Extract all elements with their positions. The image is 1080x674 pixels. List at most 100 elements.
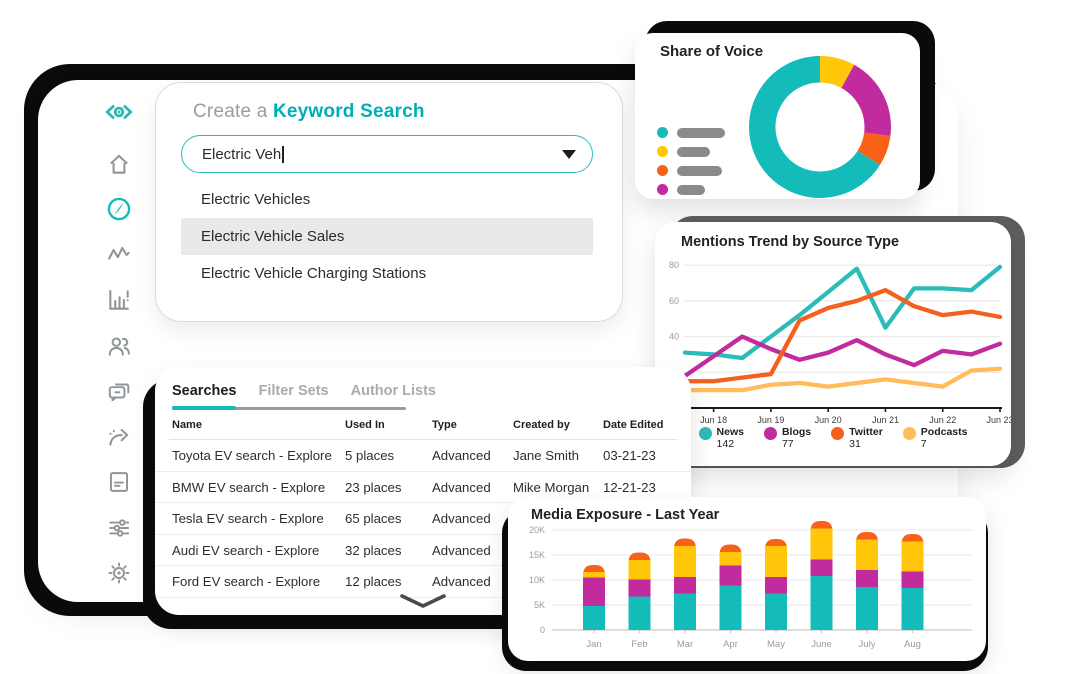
sidebar-item-charts[interactable] (104, 286, 134, 314)
legend-series-name: Twitter (849, 426, 883, 438)
y-axis-tick-label: 60 (669, 296, 679, 306)
expand-table-button[interactable] (155, 593, 691, 609)
legend-item-twitter[interactable]: Twitter 31 (831, 426, 883, 451)
x-axis-tick-label: Jun 22 (929, 415, 956, 425)
table-row[interactable]: Tesla EV search - Explore 65 places Advanc… (155, 503, 691, 535)
donut-segment-teal (749, 56, 880, 198)
x-axis-tick-label: Aug (904, 639, 921, 650)
sidebar-item-explore[interactable] (104, 195, 134, 223)
legend-item (657, 146, 725, 157)
legend-dot (657, 184, 668, 195)
cell-type: Advanced (432, 574, 491, 590)
legend-dot (698, 427, 712, 440)
cell-used: 12 places (345, 574, 402, 590)
keyword-options: Electric Vehicles Electric Vehicle Sales E… (181, 181, 593, 292)
x-axis-tick-label: Jun 18 (700, 415, 727, 425)
dropdown-option[interactable]: Electric Vehicles (201, 191, 311, 208)
column-header-type: Type (432, 419, 457, 431)
legend-label-placeholder (677, 146, 710, 157)
legend-item-news[interactable]: News 142 (698, 426, 744, 451)
tab-searches[interactable]: Searches (172, 383, 237, 399)
legend-dot (831, 427, 845, 440)
mentions-trend-legend: News 142 Blogs 77 Twitter 31 Podcasts 7 (655, 426, 1011, 451)
x-axis-tick-label: Jun 21 (872, 415, 899, 425)
sidebar-item-settings[interactable] (104, 559, 134, 587)
dropdown-option[interactable]: Electric Vehicle Charging Stations (201, 265, 427, 282)
x-axis-tick-label: Jun 20 (815, 415, 842, 425)
cell-type: Advanced (432, 479, 491, 495)
legend-dot (657, 165, 668, 176)
mentions-trend-card: Mentions Trend by Source Type 20406080Ju… (655, 222, 1011, 466)
mentions-trend-title: Mentions Trend by Source Type (681, 234, 900, 250)
legend-item (657, 184, 725, 195)
y-axis-tick-label: 10K (529, 575, 545, 585)
table-row[interactable]: Audi EV search - Explore 32 places Advance… (155, 535, 691, 567)
donut-segment-magenta (841, 64, 891, 136)
table-row[interactable]: Toyota EV search - Explore 5 places Advanc… (155, 440, 691, 472)
media-exposure-card: Media Exposure - Last Year 0 5K 10K 15K 20K J… (508, 497, 986, 661)
legend-item (657, 127, 725, 138)
line-series-podcasts (682, 366, 1003, 393)
table-header-row: Name Used In Type Created by Date Edited (155, 419, 691, 435)
y-axis-tick-label: 0 (540, 625, 545, 635)
app-logo[interactable] (104, 98, 134, 126)
share-of-voice-title: Share of Voice (660, 43, 764, 60)
bar-segment-teal (901, 588, 924, 630)
share-of-voice-legend (657, 127, 725, 195)
share-of-voice-card: Share of Voice (635, 33, 920, 199)
cell-type: Advanced (432, 511, 491, 527)
bar-segment-teal (856, 587, 878, 630)
donut-segment-yellow (820, 56, 855, 89)
tab-filter-sets[interactable]: Filter Sets (258, 383, 329, 399)
active-tab-underline (172, 406, 236, 410)
sliders-icon (109, 518, 130, 537)
sidebar-item-filters[interactable] (104, 514, 134, 542)
tab-bar: Searches Filter Sets Author Lists (172, 383, 436, 406)
pulse-icon (107, 246, 131, 260)
legend-label-placeholder (677, 184, 705, 195)
title-prefix: Create a (193, 101, 273, 122)
cell-used: 32 places (345, 542, 402, 558)
dropdown-option[interactable]: Electric Vehicle Sales (181, 218, 593, 255)
sidebar-item-reports[interactable] (104, 468, 134, 496)
bar-segment-teal (628, 596, 651, 630)
y-axis-tick-label: 20K (529, 525, 545, 535)
x-axis-tick-label: Mar (677, 639, 693, 650)
sidebar-item-people[interactable] (104, 332, 134, 360)
bar-segment-teal (765, 593, 787, 630)
table-row[interactable]: Ford EV search - Explore 12 places Advance… (155, 566, 691, 598)
x-axis-tick-label: Apr (723, 639, 738, 650)
text-caret (282, 145, 284, 163)
compass-icon (107, 197, 131, 221)
x-axis-tick-label: May (767, 639, 785, 650)
keyword-search-input[interactable]: Electric Veh (181, 135, 593, 173)
tab-author-lists[interactable]: Author Lists (350, 383, 436, 399)
sidebar-item-home[interactable] (104, 150, 134, 178)
y-axis-tick-label: 5K (534, 600, 545, 610)
legend-series-name: Podcasts (920, 426, 968, 438)
sidebar-item-messages[interactable] (104, 377, 134, 405)
legend-item-blogs[interactable]: Blogs 77 (763, 426, 812, 451)
legend-dot (902, 427, 916, 440)
dropdown-caret-icon[interactable] (562, 149, 576, 159)
cell-name: Tesla EV search - Explore (172, 511, 324, 527)
line-series-blogs (682, 334, 1003, 379)
legend-series-count: 77 (781, 438, 794, 450)
column-header-used-in: Used In (345, 419, 385, 431)
cell-type: Advanced (432, 448, 491, 463)
sidebar-item-share[interactable] (104, 423, 134, 451)
sidebar-item-trends[interactable] (104, 241, 134, 269)
legend-series-count: 142 (716, 438, 735, 450)
legend-label-placeholder (677, 165, 722, 176)
cell-created: Mike Morgan (513, 479, 590, 495)
home-icon (110, 154, 128, 174)
bar-segment-teal (583, 606, 605, 630)
legend-item-podcasts[interactable]: Podcasts 7 (902, 426, 968, 451)
y-axis-tick-label: 40 (669, 332, 679, 342)
legend-series-name: Blogs (781, 426, 812, 438)
table-row[interactable]: BMW EV search - Explore 23 places Advanced… (155, 472, 691, 504)
cell-used: 5 places (345, 448, 395, 463)
keyword-search-card: Create a Keyword Search Electric Veh Ele… (155, 82, 623, 322)
